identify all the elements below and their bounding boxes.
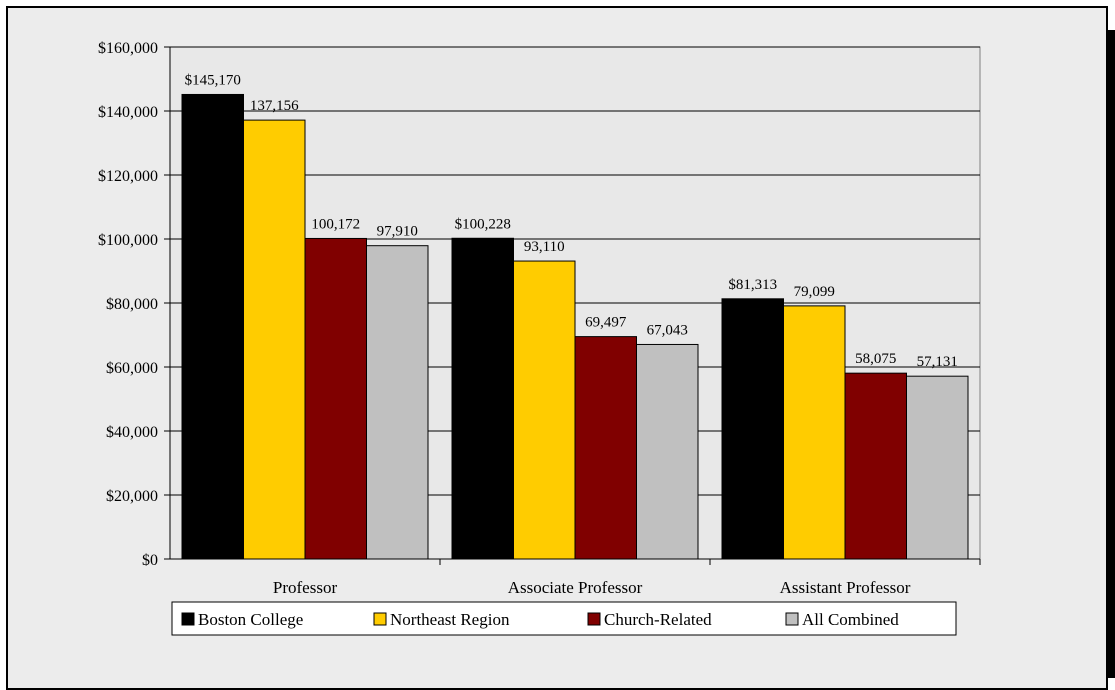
data-label: $145,170 [185,72,241,88]
bar [783,305,846,560]
bar [636,343,699,560]
y-tick-label: $60,000 [106,360,158,377]
y-tick-label: $20,000 [106,488,158,505]
data-label: 137,156 [250,98,299,114]
legend-swatch [181,612,195,626]
data-label: $100,228 [455,216,511,232]
x-tick-label: Professor [273,578,338,597]
bar [906,375,969,560]
x-tick-label: Associate Professor [508,578,643,597]
bar [513,260,576,560]
x-tick-label: Assistant Professor [780,578,911,597]
legend-label: Boston College [198,610,303,629]
bar [181,93,244,560]
y-tick-label: $120,000 [98,168,158,185]
legend-label: Church-Related [604,610,712,629]
bar [844,372,907,560]
legend [171,601,957,636]
y-tick-label: $140,000 [98,104,158,121]
data-label: 69,497 [585,315,627,331]
y-tick-label: $40,000 [106,424,158,441]
bar [366,245,429,560]
bar [574,336,637,560]
data-label: $81,313 [728,277,777,293]
data-label: 57,131 [917,354,958,370]
y-tick-label: $100,000 [98,232,158,249]
y-tick-label: $80,000 [106,296,158,313]
legend-label: All Combined [802,610,899,629]
legend-swatch [785,612,799,626]
data-label: 100,172 [311,216,360,232]
data-label: 93,110 [524,239,565,255]
data-label: 79,099 [794,284,835,300]
bar [304,237,367,560]
data-label: 97,910 [377,224,418,240]
bar [451,237,514,560]
y-tick-label: $160,000 [98,40,158,57]
data-label: 67,043 [647,322,688,338]
bar [243,119,306,560]
data-label: 58,075 [855,351,896,367]
legend-label: Northeast Region [390,610,510,629]
bar [721,298,784,560]
y-tick-label: $0 [142,552,158,569]
legend-swatch [587,612,601,626]
legend-swatch [373,612,387,626]
